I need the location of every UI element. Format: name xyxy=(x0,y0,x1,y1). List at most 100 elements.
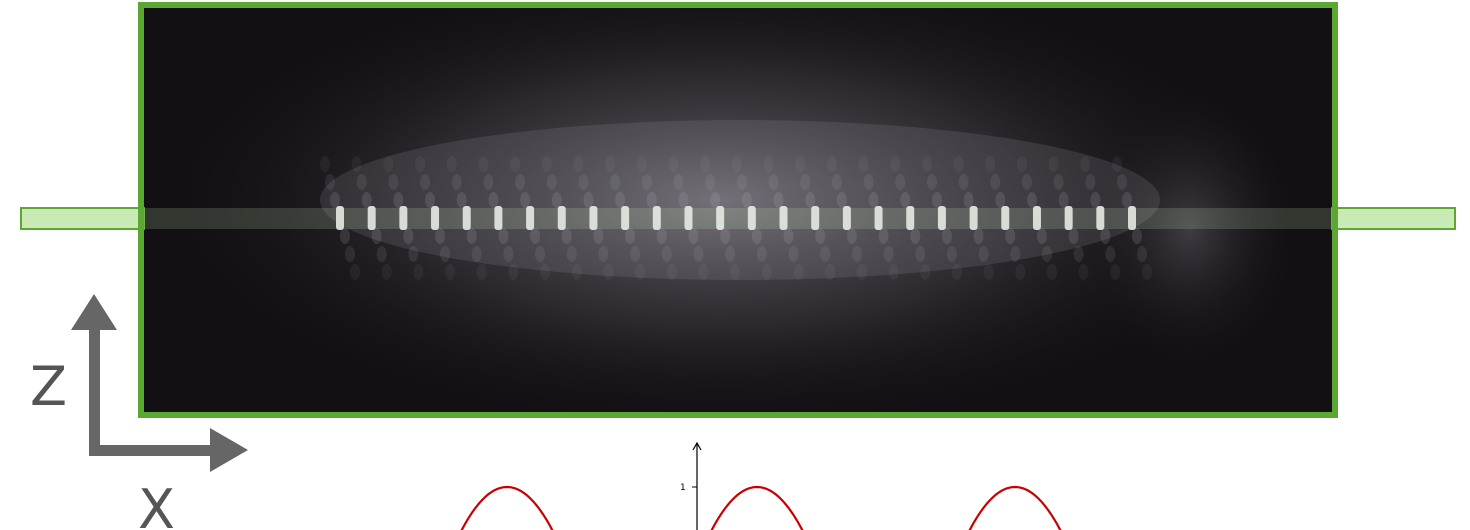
fringe-halo xyxy=(793,264,804,280)
fringe-halo xyxy=(1036,228,1047,244)
fringe-halo xyxy=(1132,228,1142,244)
slice-band-right xyxy=(1331,207,1456,230)
fringe-halo xyxy=(698,264,709,280)
fringe-halo xyxy=(693,246,704,262)
fringe-spot xyxy=(367,206,376,230)
fringe-halo xyxy=(1053,174,1064,190)
z-axis-arrow-shaft xyxy=(89,325,100,455)
fringe-halo xyxy=(456,192,467,208)
fringe-halo xyxy=(751,228,762,244)
fringe-halo xyxy=(1112,156,1122,172)
fringe-halo xyxy=(958,174,969,190)
fringe-halo xyxy=(503,246,514,262)
fringe-halo xyxy=(1105,246,1116,262)
x-axis-arrow-head xyxy=(210,428,248,472)
fringe-halo xyxy=(831,174,842,190)
fringe-halo xyxy=(883,246,894,262)
fringe-halo xyxy=(895,174,906,190)
fringe-halo xyxy=(483,174,494,190)
fringe-halo xyxy=(731,156,742,172)
interference-fringes xyxy=(320,156,1152,280)
fringe-halo xyxy=(963,192,974,208)
fringe-halo xyxy=(761,264,772,280)
fringe-halo xyxy=(413,264,424,280)
fringe-halo xyxy=(551,192,562,208)
fringe-spot xyxy=(716,206,725,230)
fringe-halo xyxy=(730,264,741,280)
fringe-spot xyxy=(684,206,693,230)
fringe-halo xyxy=(978,246,989,262)
profile-tick-label: 1 xyxy=(680,483,686,493)
fringe-halo xyxy=(890,156,901,172)
fringe-spot xyxy=(652,206,661,230)
fringe-halo xyxy=(795,156,806,172)
fringe-halo xyxy=(498,228,509,244)
fringe-halo xyxy=(646,192,657,208)
fringe-halo xyxy=(1080,156,1091,172)
slice-band-overlay xyxy=(144,208,1332,229)
fringe-halo xyxy=(990,174,1001,190)
fringe-spot xyxy=(779,206,788,230)
fringe-halo xyxy=(941,228,952,244)
fringe-halo xyxy=(320,156,330,172)
fringe-halo xyxy=(1110,264,1121,280)
fringe-halo xyxy=(700,156,711,172)
fringe-halo xyxy=(1026,192,1037,208)
fringe-halo xyxy=(1090,192,1101,208)
fringe-halo xyxy=(488,192,499,208)
fringe-halo xyxy=(910,228,921,244)
fringe-halo xyxy=(381,264,392,280)
fringe-halo xyxy=(625,228,636,244)
fringe-halo xyxy=(946,246,957,262)
axis-indicator: Z X xyxy=(30,294,248,530)
fringe-halo xyxy=(1058,192,1069,208)
fringe-halo xyxy=(435,228,446,244)
fringe-halo xyxy=(741,192,752,208)
fringe-halo xyxy=(846,228,857,244)
fringe-halo xyxy=(878,228,889,244)
fringe-halo xyxy=(1117,174,1127,190)
x-axis-arrow-shaft xyxy=(89,445,214,456)
fringe-spot xyxy=(1064,206,1073,230)
fringe-spot xyxy=(937,206,946,230)
fringe-halo xyxy=(710,192,721,208)
fringe-halo xyxy=(440,246,451,262)
profile-y-axis-arrowhead xyxy=(692,441,702,451)
fringe-halo xyxy=(593,228,604,244)
fringe-halo xyxy=(566,246,577,262)
profile-curve xyxy=(460,485,1062,530)
profile-plot: 1 xyxy=(460,441,1062,530)
fringe-halo xyxy=(376,246,387,262)
fringe-halo xyxy=(508,264,519,280)
fringe-halo xyxy=(1085,174,1096,190)
fringe-halo xyxy=(1100,228,1111,244)
fringe-halo xyxy=(856,264,867,280)
x-axis-label: X xyxy=(138,478,175,530)
fringe-halo xyxy=(535,246,546,262)
fringe-spot xyxy=(494,206,503,230)
fringe-halo xyxy=(688,228,699,244)
fringe-halo xyxy=(451,174,462,190)
fringe-halo xyxy=(605,156,616,172)
fringe-halo xyxy=(1016,156,1027,172)
fringe-halo xyxy=(656,228,667,244)
fringe-halo xyxy=(668,156,679,172)
fringe-halo xyxy=(350,264,360,280)
fringe-halo xyxy=(476,264,487,280)
fringe-halo xyxy=(921,156,932,172)
fringe-halo xyxy=(915,246,926,262)
fringe-spot xyxy=(906,206,915,230)
fringe-spot xyxy=(336,206,344,230)
fringe-spot xyxy=(842,206,851,230)
z-axis-label: Z xyxy=(30,355,67,418)
fringe-halo xyxy=(635,264,646,280)
fringe-halo xyxy=(351,156,362,172)
fringe-halo xyxy=(783,228,794,244)
fringe-halo xyxy=(1122,192,1132,208)
fringe-halo xyxy=(815,228,826,244)
fringe-halo xyxy=(1021,174,1032,190)
fringe-spot xyxy=(399,206,408,230)
fringe-halo xyxy=(583,192,594,208)
fringe-halo xyxy=(478,156,489,172)
fringe-halo xyxy=(678,192,689,208)
